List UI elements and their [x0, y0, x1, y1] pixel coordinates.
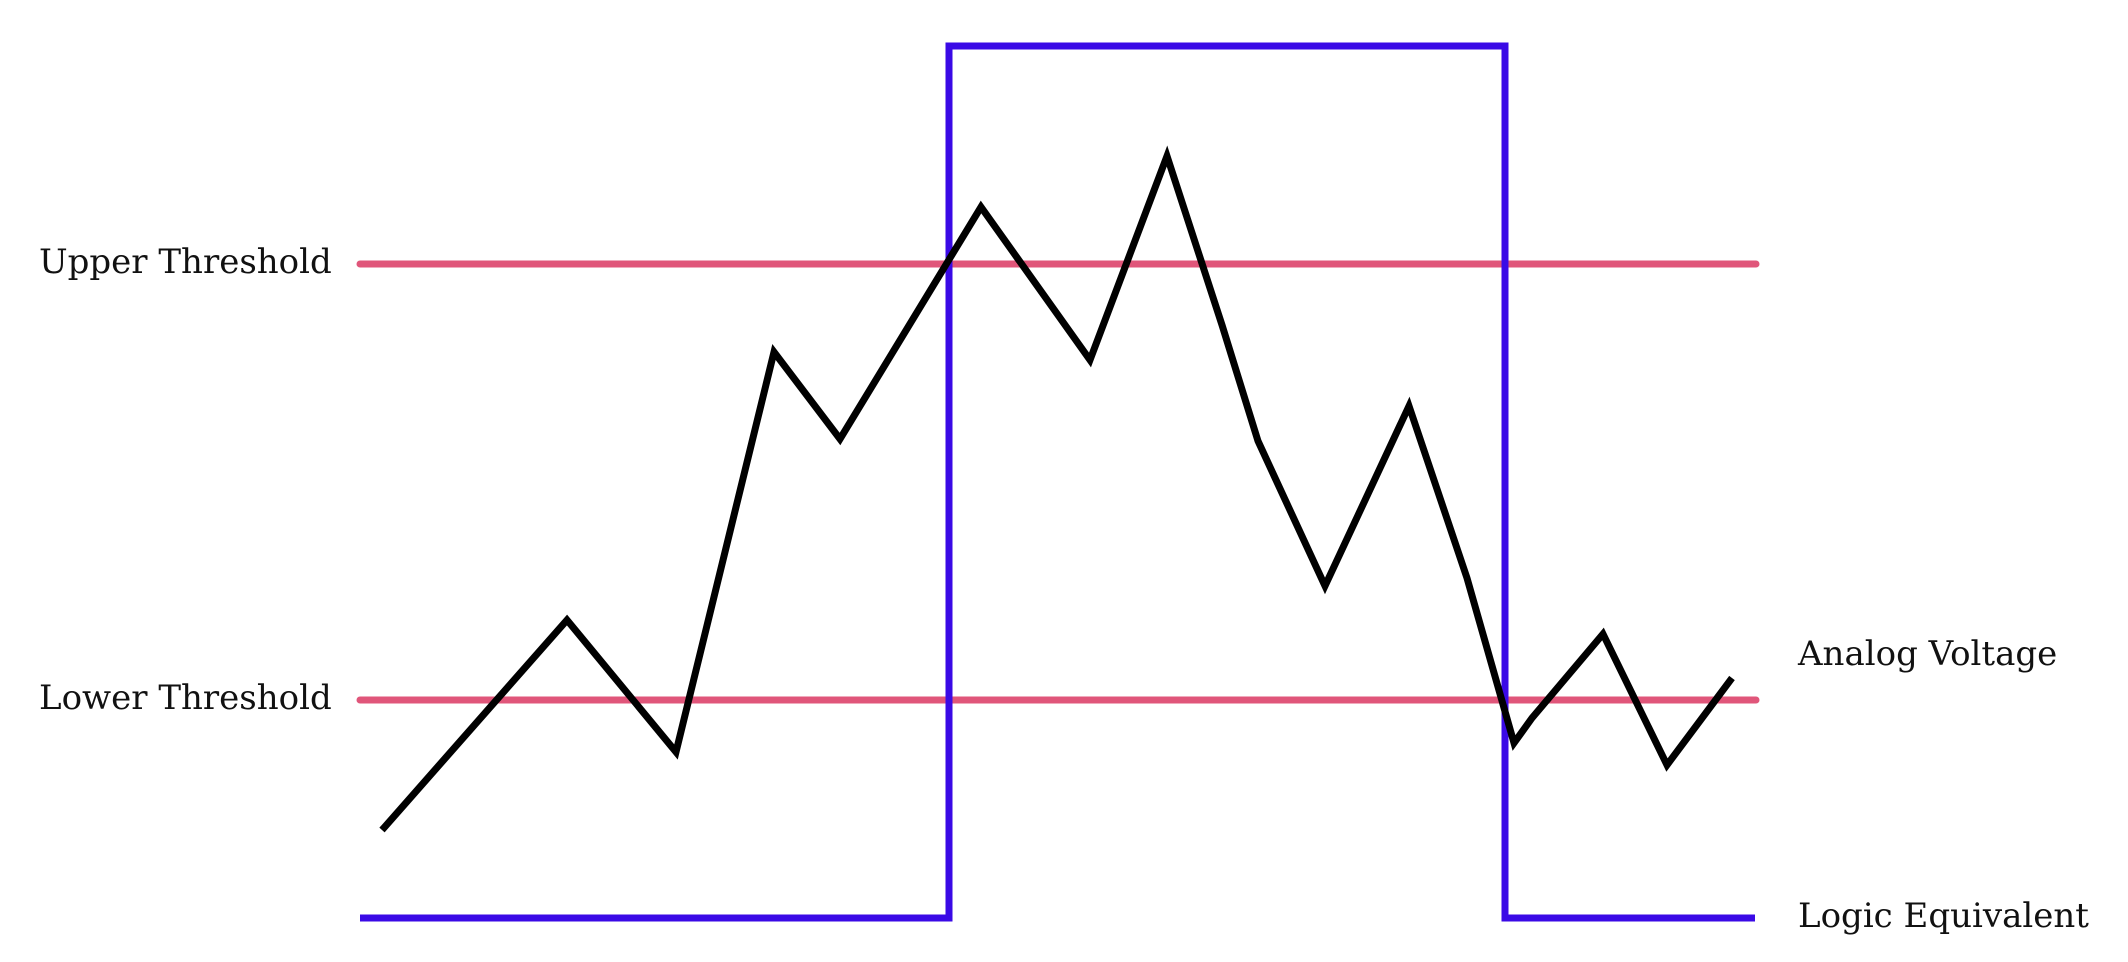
lower-threshold-label: Lower Threshold [39, 678, 332, 718]
analog-voltage-waveform [379, 145, 1735, 833]
logic-equivalent-waveform [360, 42, 1755, 922]
analog-voltage-label: Analog Voltage [1797, 634, 2057, 674]
upper-threshold-label: Upper Threshold [39, 242, 332, 282]
logic-equivalent-label: Logic Equivalent [1798, 896, 2089, 936]
